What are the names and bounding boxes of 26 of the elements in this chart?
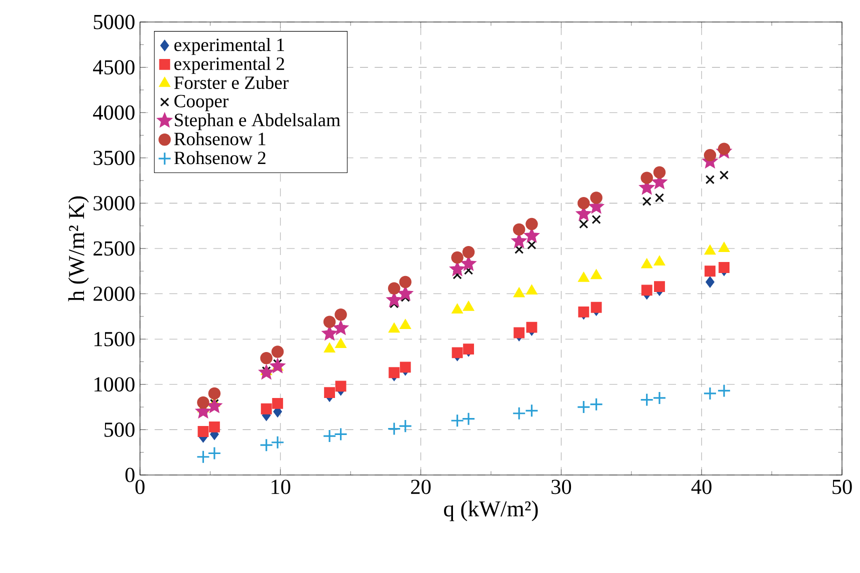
y-tick-label: 3500 [94, 150, 134, 166]
y-tick-label: 2000 [94, 286, 134, 301]
legend-label: Cooper [174, 94, 228, 112]
y-tick-label: 4000 [93, 105, 134, 120]
legend-label: Stephan e Abdelsalam [174, 113, 340, 130]
x-tick-label: 20 [411, 480, 431, 494]
legend-label: Forster e Zuber [174, 76, 289, 90]
y-tick-label: 1000 [94, 377, 134, 392]
y-tick-label: 5000 [94, 14, 134, 30]
legend-label: Rohsenow 1 [174, 132, 266, 146]
x-tick-label: 0 [135, 480, 145, 494]
legend-label: experimental 2 [174, 56, 284, 74]
y-tick-label: 4500 [93, 60, 134, 74]
y-tick-label: 0 [125, 468, 134, 482]
x-tick-label: 50 [832, 480, 852, 494]
y-tick-label: 3000 [94, 196, 134, 210]
x-tick-label: 10 [272, 480, 290, 494]
x-axis-title: q (kW/m²) [444, 500, 538, 522]
y-tick-label: 1500 [94, 332, 134, 346]
legend-label: Rohsenow 2 [174, 151, 266, 164]
y-tick-label: 500 [104, 422, 134, 437]
x-tick-label: 40 [691, 480, 712, 494]
y-axis-title: h (W/m² K) [68, 196, 89, 302]
legend-label: experimental 1 [174, 38, 284, 55]
y-tick-label: 2500 [94, 241, 134, 256]
x-tick-label: 30 [552, 480, 572, 494]
